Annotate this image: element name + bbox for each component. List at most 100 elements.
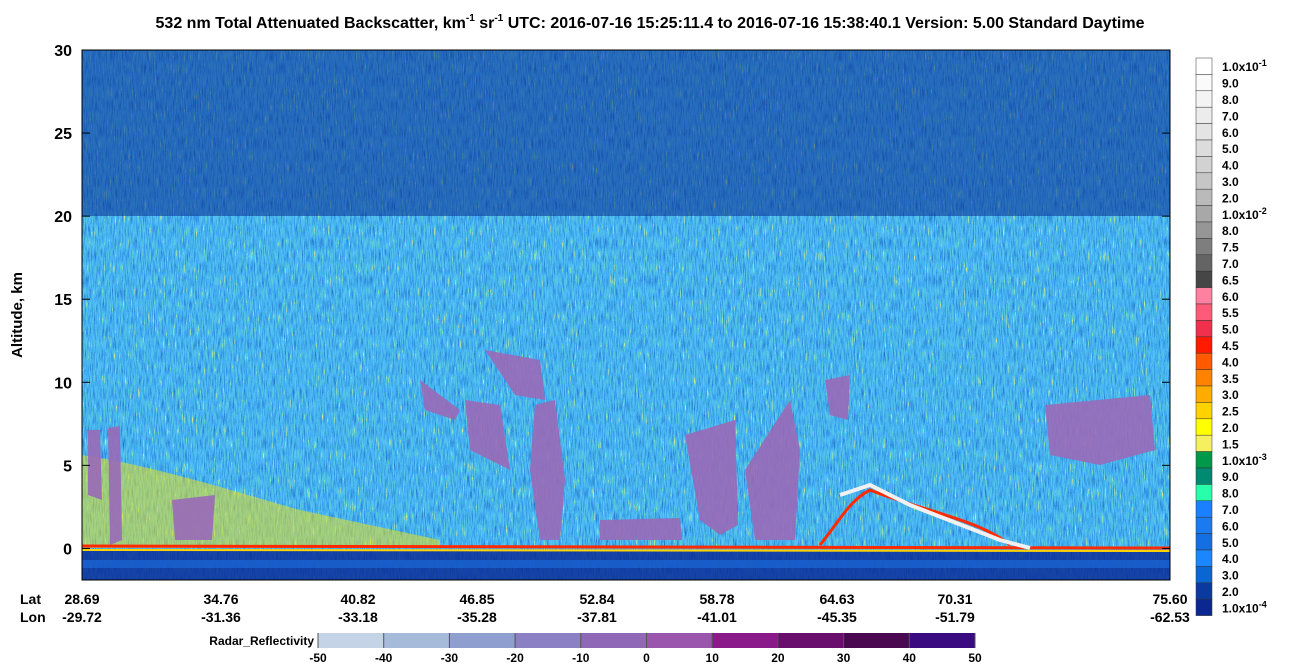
surface — [81, 544, 1171, 550]
colorbar-cell — [1195, 156, 1213, 174]
x-tick-label: 34.76 — [203, 591, 238, 607]
colorbar-label: 2.0 — [1222, 191, 1239, 205]
x-tick-label: 58.78 — [699, 591, 734, 607]
radar-tick-label: 50 — [968, 651, 982, 665]
x-tick-label: 64.63 — [819, 591, 854, 607]
radar-tick-label: -50 — [309, 651, 327, 665]
colorbar-label: 2.0 — [1222, 421, 1239, 435]
colorbar-cell — [1195, 598, 1213, 616]
colorbar-label: 8.0 — [1222, 224, 1239, 238]
colorbar-cell — [1195, 566, 1213, 584]
x-tick-label: 70.31 — [937, 591, 972, 607]
colorbar-mantissa: 1.0x10 — [1222, 60, 1259, 74]
colorbar-cell — [1195, 484, 1213, 502]
radar-cell — [909, 633, 975, 648]
colorbar-cell — [1195, 434, 1213, 452]
x-tick-label: -62.53 — [1150, 609, 1190, 625]
radar-tick-label: -30 — [441, 651, 459, 665]
x-tick-label: -37.81 — [577, 609, 617, 625]
colorbar-cell — [1195, 57, 1213, 75]
colorbar-label: 3.0 — [1222, 175, 1239, 189]
colorbar-mantissa: 1.0x10 — [1222, 454, 1259, 468]
colorbar-label: 1.0x10-2 — [1222, 206, 1267, 222]
radar-cell — [843, 633, 910, 648]
colorbar-label: 3.0 — [1222, 569, 1239, 583]
x-tick-label: 52.84 — [579, 591, 614, 607]
aerosol-layer — [82, 455, 440, 548]
surface-2 — [81, 549, 1171, 552]
radar-tick-label: -40 — [375, 651, 393, 665]
colorbar-label: 1.0x10-3 — [1222, 452, 1267, 468]
colorbar-cell — [1195, 287, 1213, 305]
x-tick-label: -51.79 — [935, 609, 975, 625]
x-row-name: Lat — [20, 591, 41, 607]
colorbar-cell — [1195, 106, 1213, 124]
colorbar-cell — [1195, 254, 1213, 272]
colorbar-cell — [1195, 139, 1213, 157]
colorbar-label: 9.0 — [1222, 77, 1239, 91]
radar-tick-label: -20 — [506, 651, 524, 665]
x-tick-label: -31.36 — [201, 609, 241, 625]
colorbar-cell — [1195, 385, 1213, 403]
colorbar-label: 9.0 — [1222, 470, 1239, 484]
title-part: 532 nm Total Attenuated Backscatter, km — [156, 15, 466, 32]
colorbar-cell — [1195, 221, 1213, 239]
colorbar-cell — [1195, 172, 1213, 190]
cloud-top — [818, 488, 1011, 547]
colorbar-cell — [1195, 90, 1213, 108]
colorbar-cell — [1195, 270, 1213, 288]
y-tick-label: 0 — [63, 541, 72, 558]
cloud-top-white — [839, 482, 1031, 550]
colorbar-label: 1.5 — [1222, 437, 1239, 451]
colorbar-label: 5.0 — [1222, 142, 1239, 156]
x-tick-label: 46.85 — [459, 591, 494, 607]
title-part: -1 — [494, 13, 503, 24]
x-row-name: Lon — [20, 609, 46, 625]
colorbar-label: 7.0 — [1222, 257, 1239, 271]
colorbar-label: 4.5 — [1222, 339, 1239, 353]
colorbar-mantissa: 1.0x10 — [1222, 208, 1259, 222]
y-tick-label: 15 — [54, 292, 72, 309]
colorbar-cell — [1195, 451, 1213, 469]
colorbar-cell — [1195, 516, 1213, 534]
colorbar-label: 7.5 — [1222, 241, 1239, 255]
radar-clouds — [88, 350, 1155, 545]
y-axis-label: Altitude, km — [9, 272, 26, 358]
curtain-upper — [82, 50, 1170, 216]
colorbar-exponent: -3 — [1259, 452, 1267, 462]
x-tick-label: 28.69 — [64, 591, 99, 607]
colorbar-cell — [1195, 402, 1213, 420]
radar-cell — [515, 633, 581, 648]
colorbar-label: 8.0 — [1222, 93, 1239, 107]
radar-tick-label: 20 — [771, 651, 785, 665]
colorbar-cell — [1195, 123, 1213, 141]
x-tick-label: -33.18 — [338, 609, 378, 625]
radar-cell — [712, 633, 778, 648]
colorbar-cell — [1195, 238, 1213, 256]
radar-cell — [449, 633, 516, 648]
plot-frame — [81, 49, 1171, 581]
colorbar-cell — [1195, 582, 1213, 600]
y-tick-label: 5 — [63, 458, 72, 475]
radar-tick-label: 30 — [837, 651, 851, 665]
colorbar-cell — [1195, 303, 1213, 321]
x-tick-label: 40.82 — [340, 591, 375, 607]
ground-band — [82, 560, 1170, 568]
colorbar-label: 2.0 — [1222, 585, 1239, 599]
title-part: -1 — [466, 13, 475, 24]
colorbar-label: 4.0 — [1222, 159, 1239, 173]
radar-cell — [383, 633, 450, 648]
y-tick-label: 10 — [54, 375, 72, 392]
colorbar-label: 4.0 — [1222, 552, 1239, 566]
x-tick-label: -35.28 — [457, 609, 497, 625]
colorbar-cell — [1195, 418, 1213, 436]
radar-tick-label: 40 — [903, 651, 917, 665]
colorbar-cell — [1195, 74, 1213, 92]
colorbar-cell — [1195, 320, 1213, 338]
x-tick-label: 75.60 — [1152, 591, 1187, 607]
colorbar-label: 6.0 — [1222, 126, 1239, 140]
colorbar-label: 6.5 — [1222, 273, 1239, 287]
colorbar-cell — [1195, 467, 1213, 485]
